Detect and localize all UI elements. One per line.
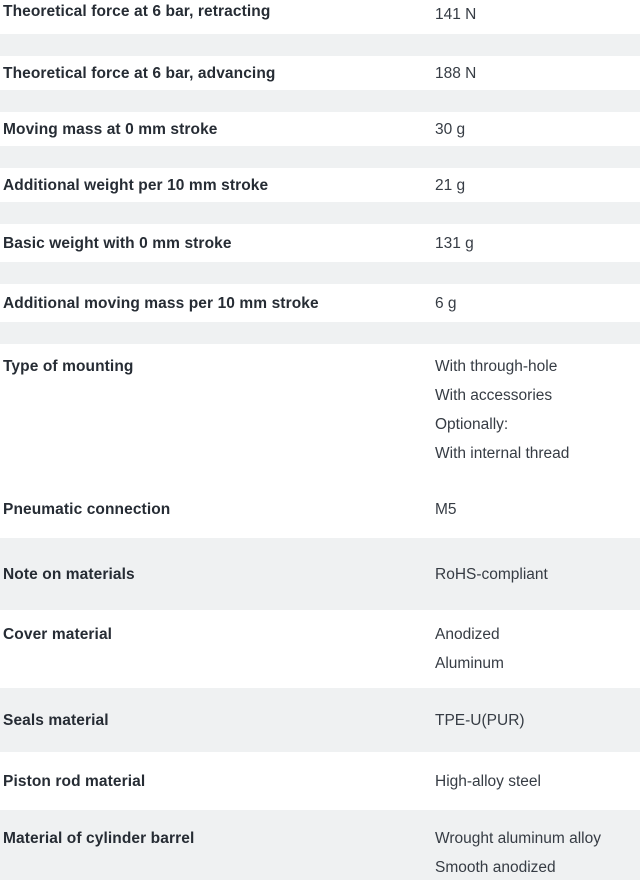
spec-label: Additional moving mass per 10 mm stroke bbox=[3, 294, 319, 312]
row-separator bbox=[0, 202, 640, 224]
spec-value-line: With internal thread bbox=[435, 445, 570, 462]
spec-value-line: Optionally: bbox=[435, 416, 509, 433]
spec-value-line: 21 g bbox=[435, 176, 466, 194]
spec-value-line: With accessories bbox=[435, 387, 553, 404]
spec-value-line: Aluminum bbox=[435, 655, 504, 672]
spec-row: Moving mass at 0 mm stroke 30 g bbox=[0, 112, 640, 146]
spec-value: With through-hole With accessories Optiona… bbox=[435, 352, 640, 468]
spec-label: Seals material bbox=[3, 711, 109, 729]
spec-label: Note on materials bbox=[3, 565, 135, 583]
spec-value-line: 188 N bbox=[435, 64, 477, 82]
spec-value: 141 N bbox=[435, 0, 640, 29]
spec-value-line: 141 N bbox=[435, 6, 477, 23]
spec-row: Basic weight with 0 mm stroke 131 g bbox=[0, 224, 640, 262]
spec-row: Theoretical force at 6 bar, advancing 188… bbox=[0, 56, 640, 90]
spec-row: Material of cylinder barrel Wrought alumi… bbox=[0, 810, 640, 880]
row-separator bbox=[0, 262, 640, 284]
spec-value: 6 g bbox=[435, 289, 640, 318]
spec-value: 131 g bbox=[435, 229, 640, 258]
spec-value-line: 131 g bbox=[435, 234, 474, 252]
spec-value: RoHS-compliant bbox=[435, 560, 640, 589]
spec-value: Anodized Aluminum bbox=[435, 620, 640, 678]
spec-label: Material of cylinder barrel bbox=[3, 830, 195, 847]
spec-value-line: 6 g bbox=[435, 294, 457, 312]
spec-value: 30 g bbox=[435, 115, 640, 144]
spec-label: Basic weight with 0 mm stroke bbox=[3, 234, 232, 252]
spec-row: Note on materials RoHS-compliant bbox=[0, 538, 640, 610]
row-separator bbox=[0, 146, 640, 168]
spec-row: Additional moving mass per 10 mm stroke 6… bbox=[0, 284, 640, 322]
spec-value: TPE-U(PUR) bbox=[435, 706, 640, 735]
spec-label: Additional weight per 10 mm stroke bbox=[3, 176, 269, 194]
spec-label: Cover material bbox=[3, 626, 113, 643]
spec-value-line: Smooth anodized bbox=[435, 859, 556, 876]
spec-label: Theoretical force at 6 bar, retracting bbox=[3, 3, 271, 20]
spec-label: Type of mounting bbox=[3, 358, 134, 375]
spec-value: M5 bbox=[435, 495, 640, 524]
spec-value-line: Anodized bbox=[435, 626, 500, 643]
row-separator bbox=[0, 90, 640, 112]
spec-value: High-alloy steel bbox=[435, 767, 640, 796]
spec-value-line: With through-hole bbox=[435, 358, 558, 375]
spec-row: Type of mounting With through-hole With ac… bbox=[0, 344, 640, 480]
spec-label: Moving mass at 0 mm stroke bbox=[3, 120, 218, 138]
spec-row: Piston rod material High-alloy steel bbox=[0, 752, 640, 810]
spec-value: 21 g bbox=[435, 171, 640, 200]
spec-row: Seals material TPE-U(PUR) bbox=[0, 688, 640, 752]
spec-label: Piston rod material bbox=[3, 772, 146, 790]
spec-value: Wrought aluminum alloy Smooth anodized bbox=[435, 824, 640, 880]
spec-value-line: M5 bbox=[435, 500, 457, 518]
spec-row: Additional weight per 10 mm stroke 21 g bbox=[0, 168, 640, 202]
spec-label: Theoretical force at 6 bar, advancing bbox=[3, 64, 276, 82]
spec-row: Cover material Anodized Aluminum bbox=[0, 610, 640, 688]
spec-value: 188 N bbox=[435, 59, 640, 88]
spec-label: Pneumatic connection bbox=[3, 500, 171, 518]
spec-value-line: High-alloy steel bbox=[435, 772, 541, 790]
row-separator bbox=[0, 322, 640, 344]
spec-value-line: Wrought aluminum alloy bbox=[435, 830, 601, 847]
spec-row: Theoretical force at 6 bar, retracting 14… bbox=[0, 0, 640, 34]
spec-row: Pneumatic connection M5 bbox=[0, 480, 640, 538]
spec-value-line: 30 g bbox=[435, 120, 466, 138]
row-separator bbox=[0, 34, 640, 56]
spec-value-line: TPE-U(PUR) bbox=[435, 711, 525, 729]
spec-value-line: RoHS-compliant bbox=[435, 565, 548, 583]
